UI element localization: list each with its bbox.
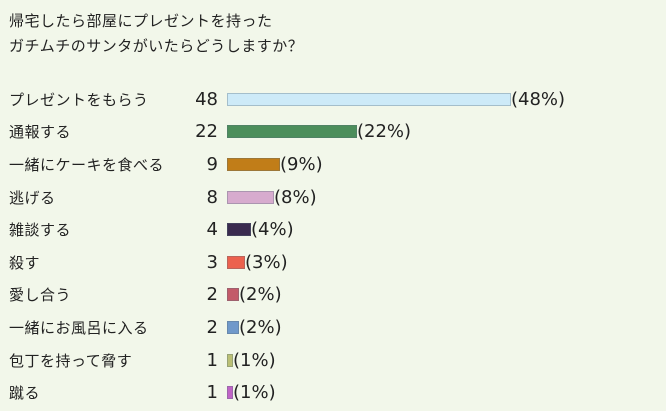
poll-question-line1: 帰宅したら部屋にプレゼントを持った (9, 12, 273, 30)
vote-count: 2 (206, 316, 218, 338)
result-bar (227, 320, 239, 334)
result-bar (227, 125, 357, 139)
percent-label: (48%) (511, 88, 566, 110)
option-label: 逃げる (9, 188, 56, 207)
option-label: 雑談する (9, 221, 72, 240)
result-bar (227, 92, 511, 106)
option-label: 殺す (9, 253, 41, 272)
poll-row: 一緒にお風呂に入る 2 (2%) (9, 311, 666, 344)
poll-row: 包丁を持って脅す 1 (1%) (9, 344, 666, 377)
poll-row: 殺す 3 (3%) (9, 246, 666, 279)
percent-label: (22%) (357, 121, 412, 143)
result-bar (227, 223, 251, 237)
result-bar (227, 255, 245, 269)
result-bar (227, 190, 274, 204)
percent-label: (3%) (245, 251, 288, 273)
poll-row: プレゼントをもらう 48 (48%) (9, 83, 666, 116)
poll-row: 雑談する 4 (4%) (9, 213, 666, 246)
poll-row: 通報する 22 (22%) (9, 116, 666, 149)
result-bar (227, 353, 233, 367)
option-label: 愛し合う (9, 286, 72, 305)
percent-label: (1%) (233, 382, 276, 404)
vote-count: 4 (206, 219, 218, 241)
result-bar (227, 157, 280, 171)
poll-row: 蹴る 1 (1%) (9, 376, 666, 409)
poll-question: 帰宅したら部屋にプレゼントを持った ガチムチのサンタがいたらどうしますか？ (9, 9, 666, 59)
vote-count: 8 (206, 186, 218, 208)
result-bar (227, 386, 233, 400)
vote-count: 1 (206, 349, 218, 371)
vote-count: 48 (195, 88, 218, 110)
option-label: 包丁を持って脅す (9, 351, 133, 370)
option-label: プレゼントをもらう (9, 90, 149, 109)
vote-count: 1 (206, 382, 218, 404)
percent-label: (8%) (274, 186, 317, 208)
option-label: 蹴る (9, 384, 41, 403)
poll-rows: プレゼントをもらう 48 (48%) 通報する 22 (22%) 一緒にケーキを… (9, 83, 666, 409)
poll-row: 一緒にケーキを食べる 9 (9%) (9, 148, 666, 181)
percent-label: (9%) (280, 153, 323, 175)
poll-row: 愛し合う 2 (2%) (9, 279, 666, 312)
percent-label: (4%) (251, 219, 294, 241)
vote-count: 22 (195, 121, 218, 143)
option-label: 通報する (9, 123, 72, 142)
poll-row: 逃げる 8 (8%) (9, 181, 666, 214)
result-bar (227, 288, 239, 302)
option-label: 一緒にケーキを食べる (9, 155, 165, 174)
vote-count: 2 (206, 284, 218, 306)
vote-count: 9 (206, 153, 218, 175)
option-label: 一緒にお風呂に入る (9, 318, 149, 337)
vote-count: 3 (206, 251, 218, 273)
percent-label: (1%) (233, 349, 276, 371)
percent-label: (2%) (239, 284, 282, 306)
poll-question-line2: ガチムチのサンタがいたらどうしますか？ (9, 37, 304, 55)
percent-label: (2%) (239, 316, 282, 338)
